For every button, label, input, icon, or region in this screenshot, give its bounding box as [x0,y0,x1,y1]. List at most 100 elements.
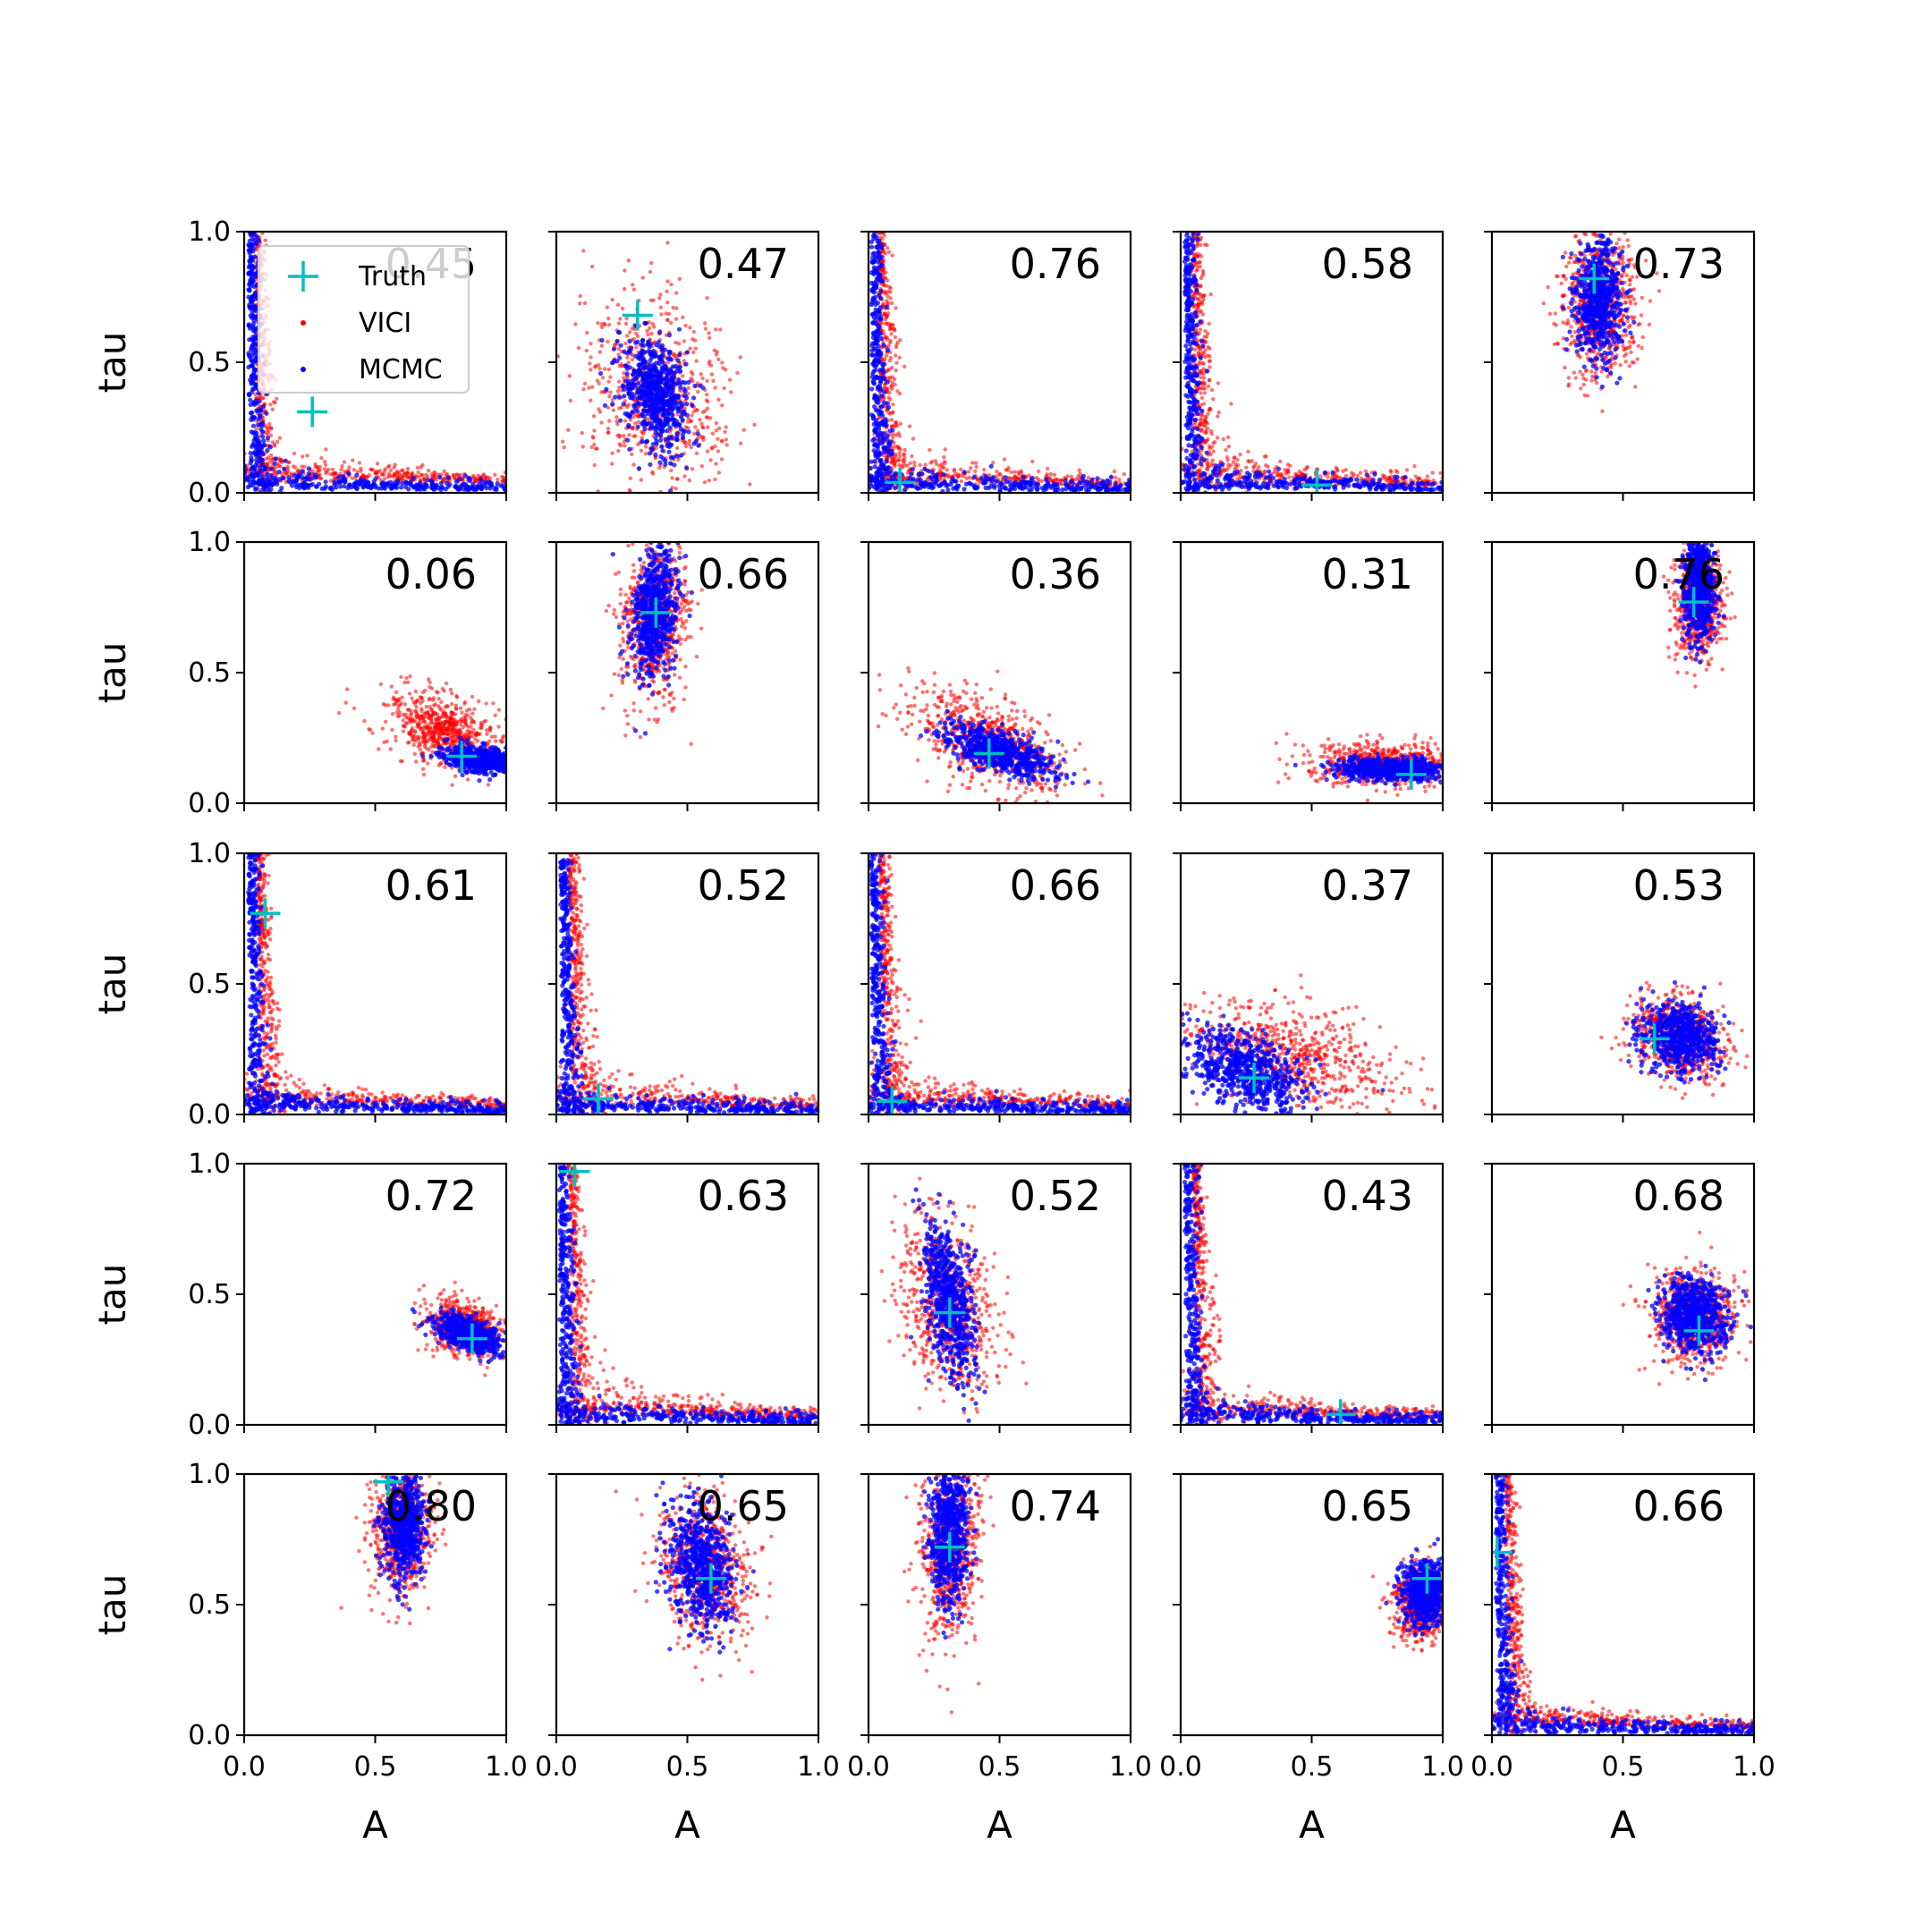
mcmc-point [649,447,655,453]
vici-point [657,296,662,301]
vici-point [719,439,724,444]
vici-point [342,460,347,464]
panel-4: 0.58 [1173,230,1445,501]
vici-point [1195,254,1199,258]
mcmc-point [268,466,274,471]
mcmc-point [282,466,287,472]
vici-point [995,470,999,474]
vici-point [691,372,695,377]
mcmc-point [1282,476,1287,482]
vici-point [1224,455,1230,460]
mcmc-point [259,449,265,454]
vici-point [1209,431,1214,436]
vici-point [899,464,904,469]
mcmc-point [265,436,271,441]
vici-point [888,296,893,301]
vici-point [1194,307,1199,311]
vici-point [370,468,376,472]
vici-point [686,386,691,390]
mcmc-point [346,471,352,477]
mcmc-point [261,443,267,448]
vici-point [1244,465,1249,470]
vici-point [374,469,379,474]
mcmc-point [922,466,928,471]
mcmc-point [873,453,878,459]
vici-point [886,294,890,299]
vici-point [1237,475,1242,480]
mcmc-point [612,358,617,363]
mcmc-point [682,388,688,394]
mcmc-point [245,484,250,490]
vici-point [699,435,705,439]
mcmc-point [265,447,270,453]
vici-point [347,465,352,470]
mcmc-point [628,387,633,393]
mcmc-point [640,411,645,417]
vici-point [1199,418,1203,422]
vici-point [897,451,902,455]
mcmc-point [877,437,882,443]
legend-box [258,245,470,394]
mcmc-point [1191,232,1196,236]
mcmc-point [640,382,647,387]
vici-point [599,325,605,330]
vici-point [599,343,604,348]
mcmc-point [1194,288,1199,293]
vici-point [636,419,641,425]
vici-point [943,461,947,466]
mcmc-point [272,461,277,466]
mcmc-point [630,410,636,415]
mcmc-point [621,402,626,407]
vici-point [635,334,640,339]
vici-point [1221,436,1226,442]
mcmc-point [1079,486,1084,491]
mcmc-point [671,379,676,385]
vici-point [616,321,622,326]
vici-point [1273,467,1277,471]
mcmc-point [876,259,881,265]
panel-points [1181,232,1443,493]
mcmc-point [246,322,251,327]
mcmc-point [887,442,893,447]
mcmc-point [883,467,888,472]
mcmc-point [306,470,311,476]
vici-point [626,360,631,365]
mcmc-point [962,470,967,475]
mcmc-point [1072,488,1078,493]
vici-point [714,327,718,332]
vici-point [724,425,728,429]
mcmc-point [675,358,681,363]
vici-point [889,332,894,336]
mcmc-point [674,381,680,386]
mcmc-point [248,397,253,402]
mcmc-point [994,479,999,484]
mcmc-point [929,470,935,475]
vici-point [589,264,595,269]
vici-point [1194,327,1199,332]
vici-point [339,467,343,472]
mcmc-point [254,408,259,413]
vici-point [1202,424,1208,428]
mcmc-point [874,484,879,489]
mcmc-point [872,404,877,410]
vici-point [1112,469,1117,474]
vici-point [748,482,752,487]
vici-point [1199,235,1204,240]
mcmc-point [680,410,685,416]
vici-point [1211,441,1216,445]
vici-point [888,411,893,416]
vici-point [646,332,650,337]
vici-point [688,326,692,330]
vici-point [480,473,486,478]
mcmc-point [466,475,472,480]
mcmc-point [247,393,252,398]
mcmc-point [1108,474,1114,479]
mcmc-point [382,486,387,491]
vici-point [1196,301,1200,307]
mcmc-point [635,381,641,386]
vici-point [1045,466,1050,471]
mcmc-point [400,480,405,487]
mcmc-point [665,383,670,389]
mcmc-point [265,471,270,478]
